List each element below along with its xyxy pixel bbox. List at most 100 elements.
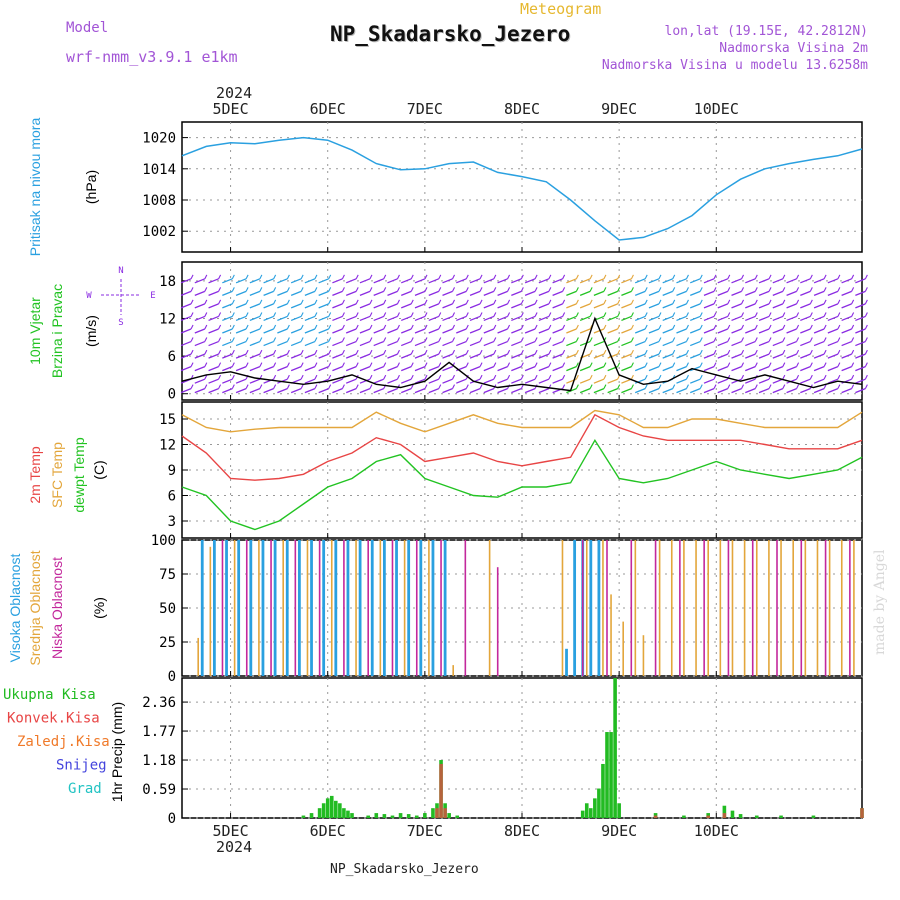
wind-barb-flag [741,374,745,380]
wind-barb [786,290,797,296]
cloud-mid-bar [452,665,454,676]
wind-barb [332,328,343,334]
xlabel-top-2: 7DEC [407,100,443,118]
ytick-label-precipitation-0: 0 [168,811,176,827]
precip-conv-bar [653,815,658,818]
wind-barb-flag [851,374,855,380]
wind-barb [648,303,660,309]
wind-barb [800,303,811,309]
wind-barb-flag [479,299,483,305]
wind-barb [621,378,632,384]
wind-barb-flag [341,337,345,342]
wind-barb-flag [190,324,194,330]
station-title: NP_Skadarsko_Jezero [330,22,571,46]
wind-barb [208,353,219,359]
wind-barb [345,328,357,334]
wind-barb [194,278,206,284]
wind-barb-flag [286,274,290,280]
wind-barb-flag [754,362,758,367]
wind-barb-flag [507,362,511,367]
wind-barb-flag [300,299,304,305]
wind-barb [827,315,839,322]
cloud-mid-bar [768,540,770,676]
wind-barb-flag [699,337,703,342]
wind-barb-flag [369,384,373,389]
wind-barb-flag [796,312,800,317]
wind-barb-flag [851,299,855,305]
wind-barb [277,278,288,284]
wind-barb-flag [575,299,579,305]
cloud-mid-bar [853,540,855,676]
wind-barb [290,387,302,394]
wind-barb [786,353,797,359]
cloud-mid-bar [719,540,722,676]
wind-barb [318,387,329,394]
wind-barb [648,328,660,334]
wind-barb-flag [355,362,359,367]
wind-barb-flag [589,312,593,317]
wind-barb [263,353,274,359]
wind-barb-flag [314,287,318,292]
precip-total-bar [738,814,743,818]
wind-barb [648,387,660,394]
wind-barb-flag [864,312,868,317]
wind-barb-flag [548,312,552,317]
wind-barb [318,340,329,347]
wind-barb [813,366,825,372]
wind-barb [827,303,839,309]
wind-barb-flag [328,384,332,389]
wind-barb-flag [754,324,758,330]
wind-barb [813,340,825,347]
wind-barb [786,340,797,347]
wind-barb-flag [727,312,731,317]
wind-barb-flag [314,337,318,342]
wind-barb [194,353,206,359]
wind-barb-flag [259,384,263,389]
wind-barb [442,278,453,284]
wind-barb [456,278,467,284]
wind-barb [758,387,770,394]
wind-barb-flag [383,374,387,380]
wind-barb [456,290,467,296]
wind-barb-flag [300,274,304,280]
wind-barb [263,303,274,309]
cloud-low-bar [343,540,345,676]
wind-barb [827,340,839,347]
wind-barb [497,378,508,384]
t2m-line [181,413,863,481]
wind-barb-flag [410,324,414,330]
wind-barb-flag [410,274,414,280]
wind-barb-flag [204,287,208,292]
wind-barb-flag [396,362,400,367]
ylabel-mid: Srednja Oblacnost [27,550,43,665]
wind-barb-flag [341,349,345,355]
wind-barb [855,328,866,334]
wind-barb-flag [300,337,304,342]
wind-barb [552,340,563,347]
wind-barb [304,315,316,322]
wind-barb-flag [204,274,208,280]
wind-barb-flag [507,287,511,292]
precip-total-bar [754,815,759,818]
wind-barb-flag [300,312,304,317]
wind-barb-flag [534,287,538,292]
wind-barb [662,303,673,309]
cloud-mid-bar [622,621,624,676]
wind-barb-flag [300,287,304,292]
wind-barb [290,366,302,372]
wind-barb [222,278,233,284]
cloud-low-bar [703,540,705,676]
wind-barb [662,387,673,394]
wind-barb [249,353,261,359]
precip-total-bar [597,788,601,818]
wind-barb [208,328,219,334]
wind-barb [497,303,508,309]
wind-barb-flag [300,374,304,380]
wind-barb [249,303,261,309]
wind-barb [400,328,412,334]
wind-barb [841,315,852,322]
cloud-high-bar [237,540,241,676]
wind-barb [511,353,522,359]
wind-barb-flag [396,312,400,317]
wind-barb-flag [864,349,868,355]
